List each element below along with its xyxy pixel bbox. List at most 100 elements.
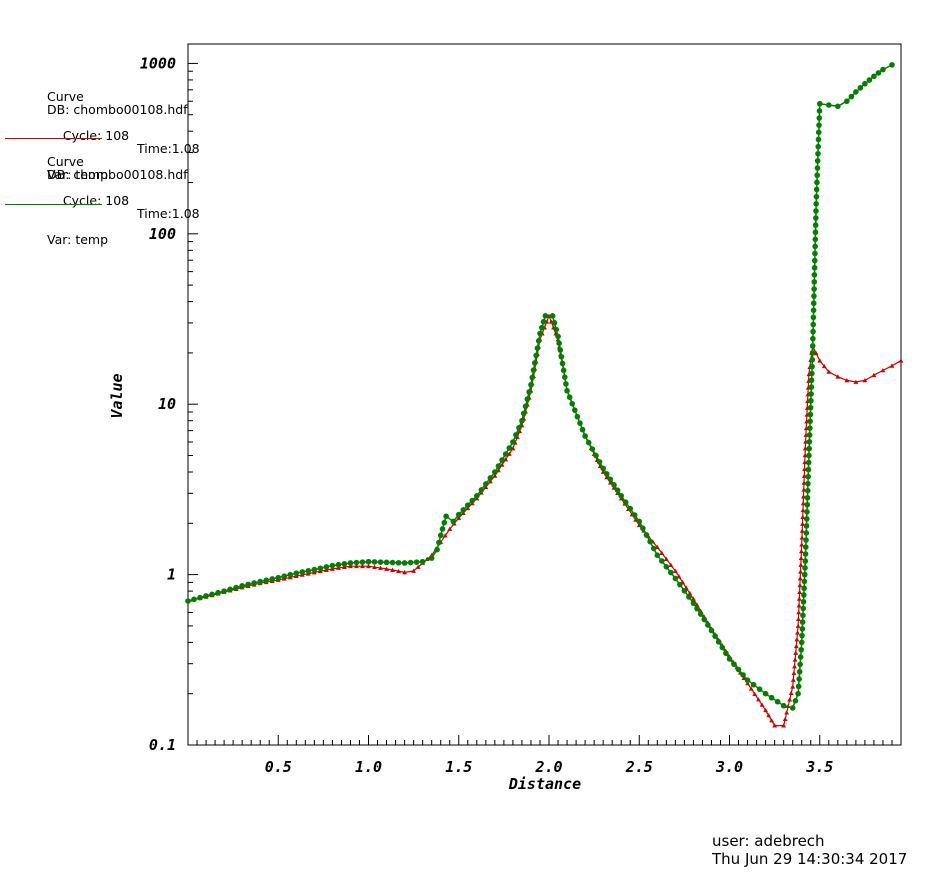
series-1-point [797, 576, 803, 581]
series-2-point [506, 445, 513, 451]
series-1-point [372, 564, 377, 570]
series-2-point [478, 487, 485, 493]
series-1-point [336, 565, 341, 570]
series-2-point [806, 452, 812, 459]
series-1-point [772, 723, 778, 728]
y-tick-label: 100 [149, 225, 176, 243]
series-2-point [795, 690, 801, 697]
series-2-point [540, 318, 547, 325]
series-2-point [807, 411, 814, 418]
series-1-point [390, 567, 395, 572]
legend-1-cycle: Cycle: 108 [62, 128, 130, 143]
series-1-point [797, 589, 803, 594]
series-2-point [800, 598, 807, 605]
series-1-point [835, 374, 841, 379]
series-2-point [816, 100, 823, 107]
series-2-point [809, 370, 815, 377]
series-2-point [740, 672, 746, 678]
legend-2-title: Curve [47, 154, 84, 169]
series-2-point [607, 476, 614, 483]
series-2-point [563, 381, 569, 387]
series-2-point [469, 497, 476, 504]
series-1-point [492, 473, 498, 478]
series-2-point [814, 179, 820, 186]
series-2-point [281, 573, 288, 579]
plot-frame [187, 43, 902, 746]
series-2-point [532, 360, 538, 366]
series-2-point [371, 559, 378, 565]
series-1-point [796, 616, 801, 622]
series-2-point [441, 519, 448, 526]
series-2-point [804, 494, 811, 501]
series-2-point [593, 452, 599, 459]
series-2-point [659, 558, 665, 564]
footer-user: user: adebrech [712, 832, 825, 850]
series-2-point [810, 328, 816, 335]
series-2-point [799, 632, 805, 639]
series-1-point [794, 636, 800, 642]
series-2-point [413, 559, 420, 565]
series-1-point [898, 358, 904, 363]
series-2-point [804, 487, 811, 494]
series-2-point [814, 165, 821, 171]
series-2-point [293, 570, 300, 576]
series-2-point [719, 644, 726, 651]
x-tick-label: 0.5 [265, 758, 292, 776]
legend-2-cycle-row: Cycle: 108 Time:1.08 [47, 181, 200, 233]
series-1-point [791, 670, 797, 676]
series-1-point [460, 510, 466, 515]
series-2-point [811, 272, 818, 278]
series-1-point [763, 707, 769, 713]
series-2-point [815, 150, 821, 157]
series-2-point [804, 509, 810, 515]
footer-date: Thu Jun 29 14:30:34 2017 [712, 850, 908, 868]
series-2-point [808, 397, 814, 404]
y-axis-title: Value [108, 373, 126, 418]
legend-2-cycle: Cycle: 108 [62, 193, 130, 208]
series-2-point [492, 469, 498, 475]
series-2-point [474, 493, 480, 499]
series-2-point [844, 98, 850, 105]
series-2-point [801, 571, 808, 578]
series-2-point [810, 307, 817, 314]
series-2-point [804, 501, 811, 508]
series-2-point [191, 596, 197, 603]
series-2-point [792, 698, 799, 704]
series-2-point [756, 686, 763, 693]
series-2-point [535, 338, 542, 344]
series-2-point [627, 505, 634, 512]
series-2-point [524, 396, 531, 402]
series-1-point [607, 480, 613, 485]
series-2-point [848, 93, 855, 100]
series-2-point [437, 532, 444, 539]
series-2-point [807, 404, 814, 411]
series-2-point [802, 558, 809, 564]
x-tick-label: 3.0 [715, 758, 743, 776]
series-2-point [257, 578, 264, 585]
series-2-point [835, 103, 841, 110]
series-2-point [251, 580, 257, 586]
series-2-point [305, 567, 312, 574]
series-1-point [844, 377, 850, 383]
series-1-point [871, 372, 877, 378]
series-2-point [813, 215, 819, 221]
series-2-point [582, 433, 588, 439]
series-2-point [611, 482, 617, 488]
series-1-point [795, 623, 801, 628]
series-2-point [808, 391, 814, 397]
series-2-point [395, 559, 402, 566]
series-1-point [784, 710, 790, 715]
series-1-point [792, 657, 798, 662]
series-2-point [640, 525, 646, 532]
series-2-point [577, 420, 583, 426]
series-2-point [813, 201, 819, 207]
series-2-point [185, 598, 191, 604]
series-2-point [663, 563, 670, 570]
series-2-point [428, 555, 435, 561]
series-2-point [636, 518, 643, 525]
y-tick-label: 1 [167, 566, 176, 584]
series-2-point [520, 410, 527, 417]
legend-2-var: Var: temp [47, 232, 109, 247]
series-2-point [798, 646, 805, 653]
series-2-point [622, 499, 629, 506]
